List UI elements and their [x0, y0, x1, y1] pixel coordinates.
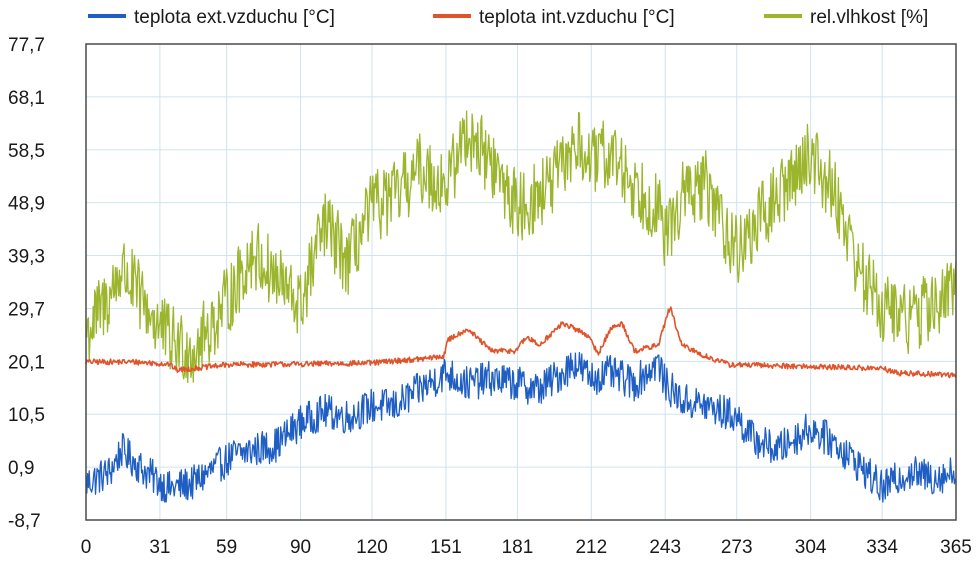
y-tick-label: 0,9	[8, 458, 34, 479]
series-line-humidity	[85, 110, 957, 383]
x-tick-label: 365	[940, 537, 972, 558]
legend-label: teplota ext.vzduchu [°C]	[134, 7, 335, 28]
x-axis-ticks: 0 31 59 90 120 151 181 212 243 273 304 334 365	[81, 537, 972, 558]
x-tick-label: 243	[649, 537, 681, 558]
series-layer	[85, 110, 957, 503]
y-tick-label: 20,1	[8, 352, 45, 373]
legend-label: teplota int.vzduchu [°C]	[479, 7, 675, 28]
x-tick-label: 304	[795, 537, 827, 558]
y-tick-label: 39,3	[8, 247, 45, 268]
x-tick-label: 90	[290, 537, 311, 558]
x-tick-label: 151	[430, 537, 462, 558]
y-axis-ticks: -8,7 0,9 10,5 20,1 29,7 39,3 48,9 58,5 68,1 77,7	[8, 35, 45, 532]
x-tick-label: 212	[575, 537, 607, 558]
x-tick-label: 0	[81, 537, 92, 558]
x-tick-label: 273	[721, 537, 753, 558]
legend: teplota ext.vzduchu [°C] teplota int.vzdu…	[88, 7, 928, 28]
y-tick-label: 68,1	[8, 88, 45, 109]
y-tick-label: 29,7	[8, 299, 45, 320]
y-tick-label: 77,7	[8, 35, 45, 56]
series-line-ext-temperature	[85, 351, 957, 503]
y-tick-label: 10,5	[8, 405, 45, 426]
x-tick-label: 334	[866, 537, 898, 558]
series-line-int-temperature	[85, 306, 957, 379]
grid-lines	[86, 44, 956, 520]
legend-label: rel.vlhkost [%]	[810, 7, 928, 28]
y-tick-label: -8,7	[8, 511, 41, 532]
y-tick-label: 48,9	[8, 194, 45, 215]
plot-frame	[85, 43, 957, 521]
x-tick-label: 59	[216, 537, 237, 558]
y-tick-label: 58,5	[8, 141, 45, 162]
x-tick-label: 31	[149, 537, 170, 558]
x-tick-label: 120	[356, 537, 388, 558]
x-tick-label: 181	[502, 537, 534, 558]
